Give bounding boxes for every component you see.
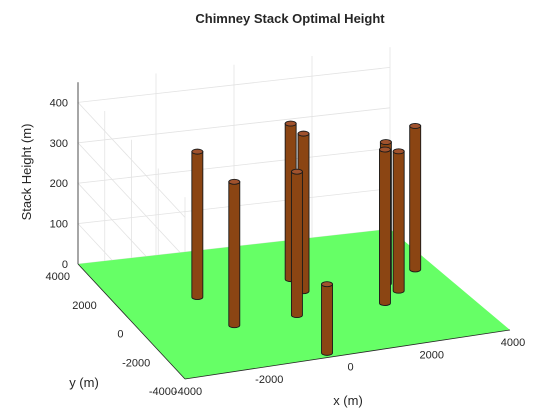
stack-8 <box>392 148 405 294</box>
stack-body-0 <box>191 151 204 300</box>
stack-top-1 <box>228 178 241 185</box>
z-tick-label-2: 200 <box>50 178 68 190</box>
stack-top-9 <box>409 123 422 129</box>
stack-6 <box>379 146 391 306</box>
y-axis-line <box>77 263 186 380</box>
y-tick-label-3: 2000 <box>72 300 96 312</box>
x-tick-label-1: -2000 <box>255 374 283 386</box>
y-tick-label-2: 0 <box>117 329 123 341</box>
x-axis-label: x (m) <box>333 393 363 408</box>
stack-top-2 <box>321 281 333 288</box>
x-tick-label-3: 2000 <box>420 349 444 361</box>
y-tick-label-4: 4000 <box>46 271 70 283</box>
chart-title: Chimney Stack Optimal Height <box>195 11 385 26</box>
stack-2 <box>321 281 333 356</box>
stack-body-6 <box>379 149 391 306</box>
stack-top-6 <box>379 146 391 153</box>
x-tick-label-0: -4000 <box>174 386 202 398</box>
z-tick-label-0: 0 <box>62 259 68 271</box>
stack-top-7 <box>379 139 392 146</box>
x-tick-label-4: 4000 <box>501 337 525 349</box>
z-axis-label: Stack Height (m) <box>19 124 34 221</box>
stack-top-3 <box>290 168 303 175</box>
stack-1 <box>228 178 241 329</box>
y-tick-label-0: -4000 <box>149 386 177 398</box>
stack-body-1 <box>228 181 241 329</box>
stack-top-5 <box>284 120 297 127</box>
x-tick-label-2: 0 <box>347 362 353 374</box>
stack-0 <box>191 148 204 300</box>
stack-top-8 <box>392 148 405 155</box>
z-tick-label-3: 300 <box>50 138 68 150</box>
y-axis-label: y (m) <box>69 375 99 390</box>
stack-body-3 <box>290 171 303 319</box>
stack-body-8 <box>392 150 405 294</box>
stack-body-2 <box>321 283 333 356</box>
stack-top-4 <box>297 130 310 137</box>
stack-3 <box>290 168 303 319</box>
tick-labels: -4000-2000020004000-4000-200002000400001… <box>46 97 526 398</box>
x-axis-line <box>184 329 511 380</box>
z-tick-label-4: 400 <box>50 97 68 109</box>
stacks <box>191 120 422 356</box>
stack-top-0 <box>191 148 204 155</box>
z-tick-label-1: 100 <box>50 219 68 231</box>
y-tick-label-1: -2000 <box>122 357 150 369</box>
stack-body-9 <box>409 125 422 273</box>
stack-9 <box>409 123 422 273</box>
